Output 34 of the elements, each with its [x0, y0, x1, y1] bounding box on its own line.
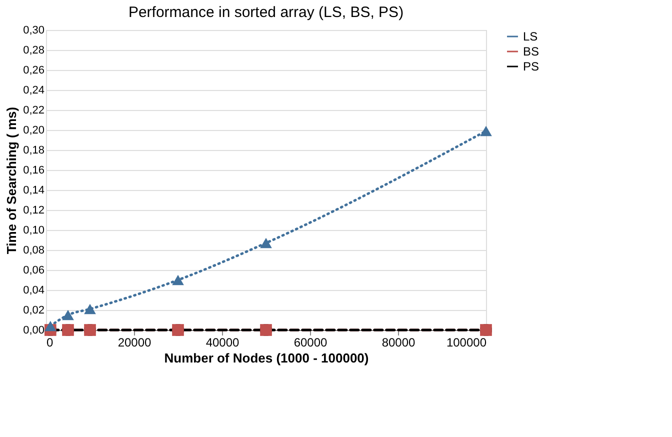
- y-tick-label: 0,22: [23, 104, 44, 116]
- y-tick-label: 0,06: [23, 264, 44, 276]
- y-tick-label: 0,04: [23, 284, 44, 296]
- y-tick-label: 0,12: [23, 204, 44, 216]
- y-tick-label: 0,26: [23, 64, 44, 76]
- y-tick-label: 0,28: [23, 44, 44, 56]
- y-tick-label: 0,10: [23, 224, 44, 236]
- x-axis-title: Number of Nodes (1000 - 100000): [164, 350, 369, 366]
- y-tick-label: 0,30: [23, 24, 44, 36]
- chart-title: Performance in sorted array (LS, BS, PS): [128, 4, 404, 21]
- y-tick-label: 0,14: [23, 184, 44, 196]
- legend-label: PS: [523, 60, 540, 74]
- y-tick-label: 0,02: [23, 304, 44, 316]
- y-tick-label: 0,20: [23, 124, 44, 136]
- y-tick-label: 0,24: [23, 84, 44, 96]
- point: [260, 238, 272, 248]
- x-tick-label: 40000: [206, 336, 240, 350]
- x-tick-label: 0: [46, 336, 54, 350]
- point: [172, 274, 184, 286]
- x-tick-label: 80000: [382, 336, 416, 350]
- y-tick-label: 0,16: [23, 164, 44, 176]
- point: [44, 320, 56, 332]
- point: [62, 310, 74, 320]
- y-tick-label: 0,00: [23, 324, 44, 336]
- y-tick-label: 0,18: [23, 144, 44, 156]
- x-tick-label: 100000: [446, 336, 487, 350]
- point: [84, 304, 96, 314]
- x-tick-label: 20000: [118, 336, 152, 350]
- x-tick-label: 60000: [294, 336, 328, 350]
- y-axis-title: Time of Searching ( ms): [4, 106, 20, 254]
- legend-label: BS: [523, 44, 540, 58]
- point: [480, 126, 492, 136]
- y-tick-label: 0,08: [23, 244, 44, 256]
- legend-label: LS: [523, 30, 538, 44]
